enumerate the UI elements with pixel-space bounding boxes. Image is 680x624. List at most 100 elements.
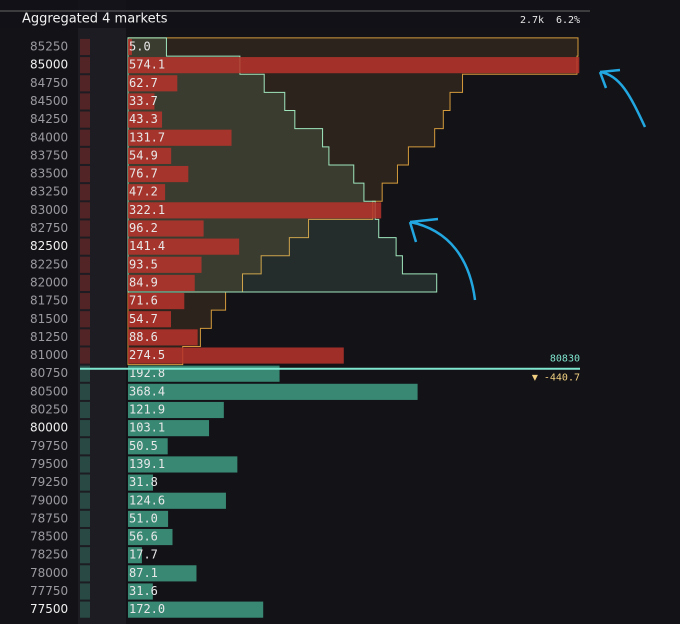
heat-cell: [80, 111, 90, 128]
size-label: 84.9: [129, 275, 158, 289]
size-label: 51.0: [129, 511, 158, 525]
depth-bar: [128, 383, 418, 400]
depth-bar: [128, 420, 210, 437]
chart-title: Aggregated 4 markets: [22, 12, 168, 27]
size-label: 54.9: [129, 148, 158, 162]
size-label: 17.7: [129, 548, 158, 562]
depth-bar: [128, 111, 163, 128]
price-label: 83750: [30, 148, 68, 162]
depth-bar: [128, 220, 204, 237]
price-label: 80500: [30, 384, 68, 398]
price-label: 78500: [30, 530, 68, 544]
heat-cell: [80, 510, 90, 527]
heat-cell: [80, 93, 90, 110]
depth-bar: [128, 238, 240, 255]
size-label: 96.2: [129, 221, 158, 235]
price-label: 79750: [30, 439, 68, 453]
price-label: 77750: [30, 584, 68, 598]
depth-bar: [128, 274, 195, 292]
price-label: 84250: [30, 112, 68, 126]
price-label: 83250: [30, 185, 68, 199]
heat-cell: [80, 456, 90, 473]
depth-bar: [128, 492, 226, 509]
price-label: 79000: [30, 493, 68, 507]
size-label: 56.6: [129, 530, 158, 544]
header-stat: 2.7k: [520, 15, 544, 26]
depth-bar: [128, 456, 238, 473]
depth-bar: [128, 311, 171, 328]
annotation-arrow: [598, 68, 647, 128]
size-label: 574.1: [129, 58, 165, 72]
size-label: 33.7: [129, 94, 158, 108]
heat-cell: [80, 75, 90, 92]
price-label: 78000: [30, 566, 68, 580]
price-label: 78750: [30, 511, 68, 525]
annotation-arrow: [408, 217, 477, 301]
price-label: 82000: [30, 275, 68, 289]
price-label: 81750: [30, 294, 68, 308]
heat-cell: [80, 583, 90, 600]
heat-cell: [80, 438, 90, 455]
heat-cell: [80, 547, 90, 564]
size-label: 50.5: [129, 439, 158, 453]
depth-bar: [128, 293, 185, 310]
depth-bar: [128, 256, 202, 273]
size-label: 76.7: [129, 167, 158, 181]
price-label: 81000: [30, 348, 68, 362]
size-label: 274.5: [129, 348, 165, 362]
size-label: 47.2: [129, 185, 158, 199]
size-label: 62.7: [129, 76, 158, 90]
heat-cell: [80, 420, 90, 437]
depth-area: [127, 37, 438, 293]
price-label: 82750: [30, 221, 68, 235]
depth-bar: [128, 75, 178, 92]
price-label: 85250: [30, 40, 68, 54]
heat-cell: [80, 147, 90, 164]
size-label: 124.6: [129, 493, 165, 507]
price-label: 83500: [30, 167, 68, 181]
heat-cell: [80, 492, 90, 509]
size-label: 93.5: [129, 257, 158, 271]
heat-cell: [80, 601, 90, 618]
depth-bar: [128, 547, 142, 564]
heat-cell: [80, 401, 90, 419]
heat-cell: [80, 129, 90, 146]
price-label: 84000: [30, 130, 68, 144]
size-label: 131.7: [129, 130, 165, 144]
heat-cell: [80, 220, 90, 237]
depth-bar: [128, 510, 169, 527]
size-label: 31.8: [129, 475, 158, 489]
depth-bar: [128, 93, 155, 110]
price-label: 79500: [30, 457, 68, 471]
size-label: 43.3: [129, 112, 158, 126]
size-label: 322.1: [129, 203, 165, 217]
size-label: 87.1: [129, 566, 158, 580]
price-label: 82250: [30, 257, 68, 271]
heat-cell: [80, 474, 90, 491]
depth-bar: [128, 202, 382, 219]
price-label: 80000: [30, 421, 68, 435]
depth-area: [127, 37, 579, 366]
heat-cell: [80, 165, 90, 183]
size-label: 121.9: [129, 403, 165, 417]
heat-cell: [80, 256, 90, 273]
price-label: 84750: [30, 76, 68, 90]
depth-bar: [128, 401, 224, 419]
header-bar: [0, 0, 590, 28]
heat-cell: [80, 293, 90, 310]
size-label: 172.0: [129, 602, 165, 616]
price-label: 82500: [30, 239, 68, 253]
size-label: 54.7: [129, 312, 158, 326]
price-label: 78250: [30, 548, 68, 562]
size-label: 368.4: [129, 384, 165, 398]
depth-bar: [128, 438, 168, 455]
depth-bar: [128, 347, 344, 364]
depth-bar: [128, 565, 197, 582]
heat-cell: [80, 383, 90, 400]
depth-bar: [128, 57, 580, 74]
heat-cell: [80, 57, 90, 74]
price-label: 85000: [30, 58, 68, 72]
heat-cell: [80, 202, 90, 219]
size-label: 5.0: [129, 40, 151, 54]
